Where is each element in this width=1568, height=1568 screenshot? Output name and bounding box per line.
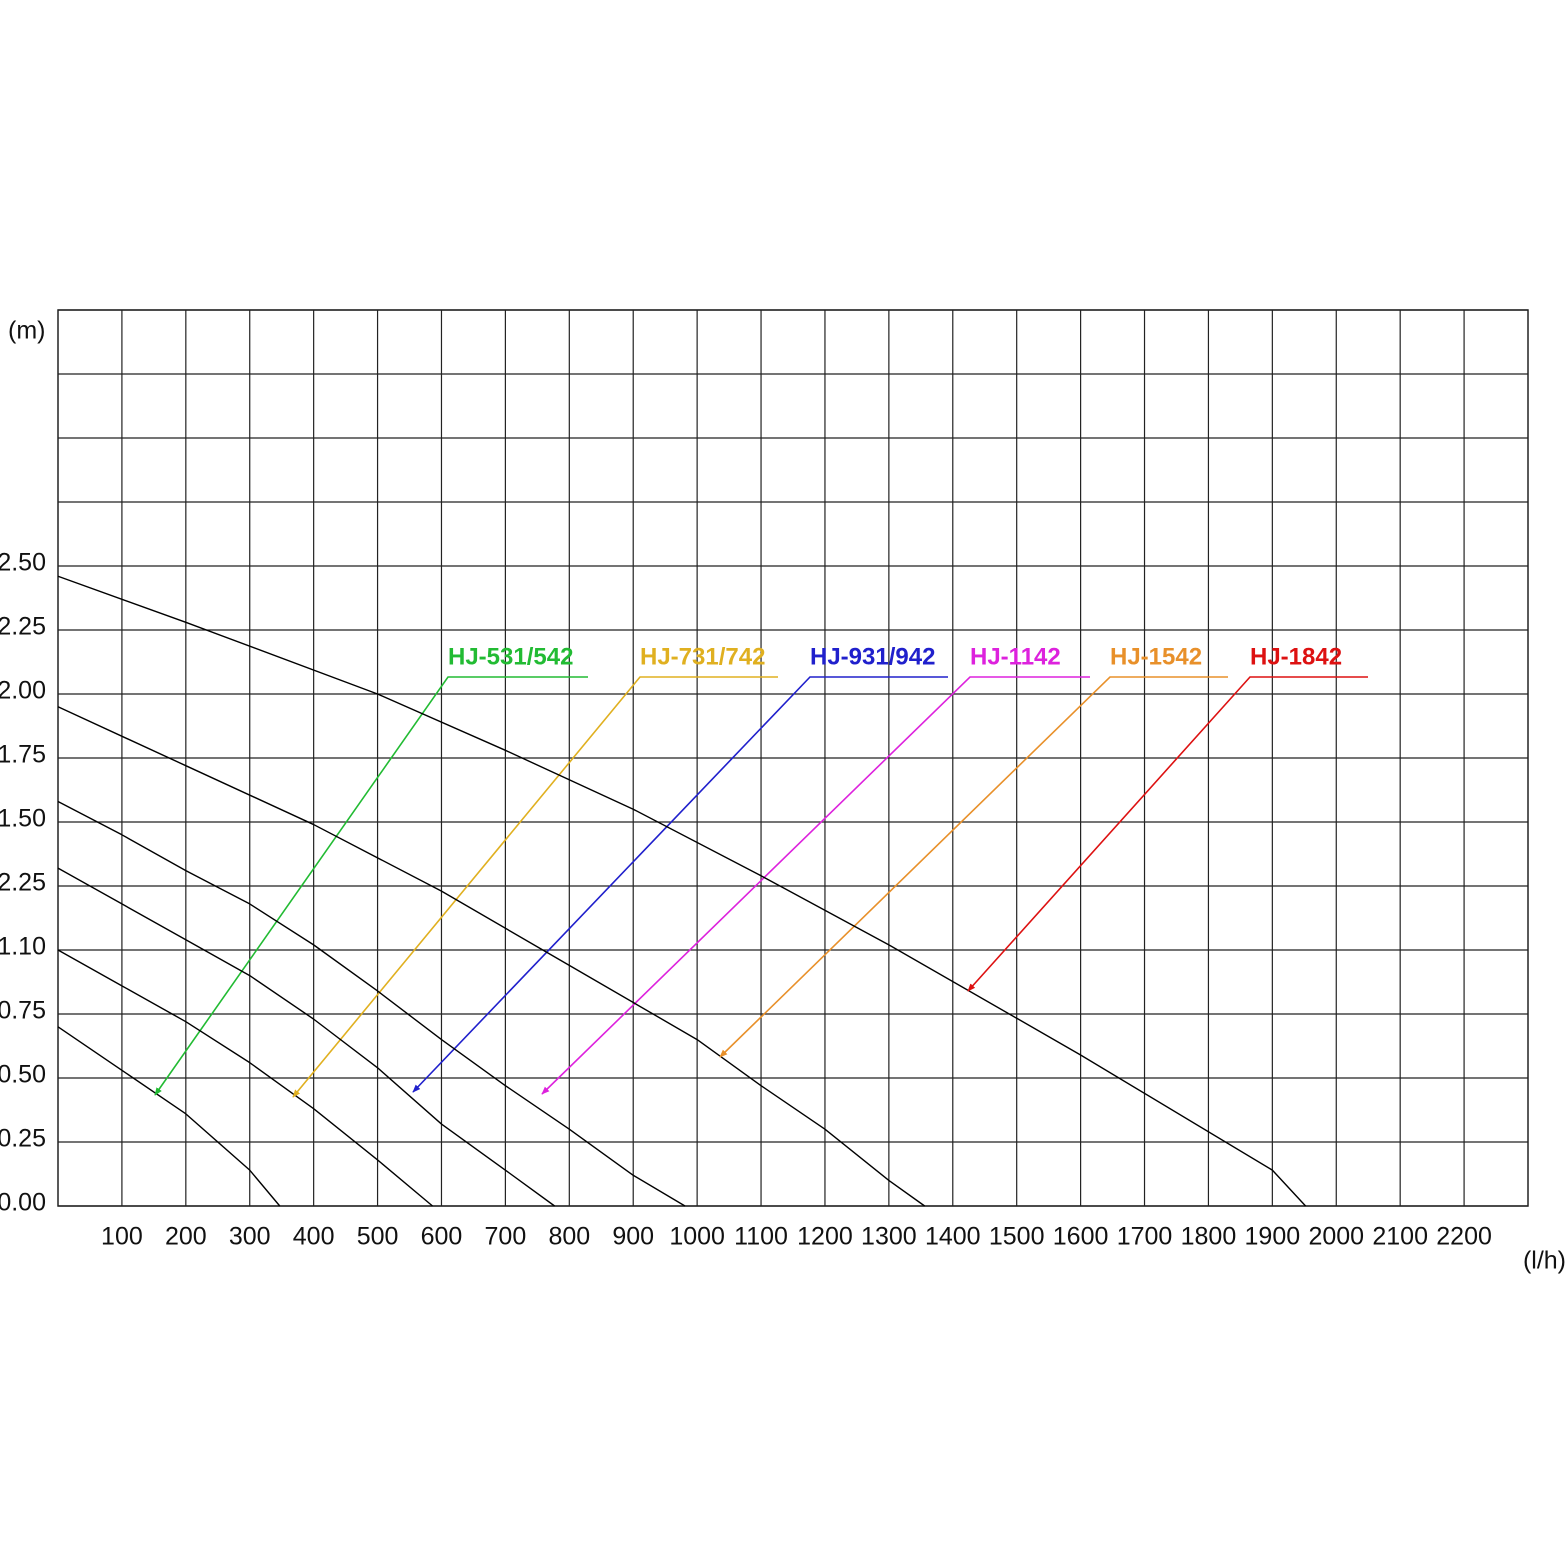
x-tick-label: 700 bbox=[485, 1223, 527, 1251]
legend-label: HJ-1842 bbox=[1250, 643, 1342, 670]
y-tick-label: 2.25 bbox=[0, 869, 46, 897]
legend-arrow bbox=[412, 676, 948, 1093]
x-tick-label: 500 bbox=[357, 1223, 399, 1251]
x-tick-label: 2000 bbox=[1308, 1223, 1364, 1251]
x-tick-label: 1600 bbox=[1053, 1223, 1109, 1251]
y-tick-label: 0.75 bbox=[0, 997, 46, 1025]
y-tick-label: 0.25 bbox=[0, 1125, 46, 1153]
y-tick-label: 0.00 bbox=[0, 1189, 46, 1217]
curve bbox=[57, 949, 433, 1207]
x-tick-label: 200 bbox=[165, 1223, 207, 1251]
x-tick-label: 1500 bbox=[989, 1223, 1045, 1251]
x-tick-label: 2200 bbox=[1436, 1223, 1492, 1251]
legend-arrow bbox=[292, 676, 778, 1098]
x-tick-label: 1100 bbox=[734, 1223, 788, 1251]
y-tick-label: 1.75 bbox=[0, 741, 46, 769]
legend-arrow bbox=[967, 676, 1368, 992]
y-tick-label: 2.00 bbox=[0, 677, 46, 705]
legend-label: HJ-531/542 bbox=[448, 643, 573, 670]
legend-label: HJ-1542 bbox=[1110, 643, 1202, 670]
x-axis-label: (l/h) bbox=[1523, 1247, 1566, 1275]
y-tick-label: 1.10 bbox=[0, 933, 46, 961]
curve bbox=[57, 867, 556, 1207]
curve bbox=[57, 575, 1307, 1207]
legend-label: HJ-931/942 bbox=[810, 643, 935, 670]
x-tick-label: 1000 bbox=[669, 1223, 725, 1251]
legend-arrow bbox=[154, 676, 588, 1096]
y-tick-label: 2.50 bbox=[0, 549, 46, 577]
x-tick-label: 1300 bbox=[861, 1223, 917, 1251]
legend-label: HJ-1142 bbox=[970, 643, 1061, 670]
x-tick-label: 1800 bbox=[1181, 1223, 1237, 1251]
y-tick-label: 1.50 bbox=[0, 805, 46, 833]
x-tick-label: 1400 bbox=[925, 1223, 981, 1251]
x-tick-label: 300 bbox=[229, 1223, 271, 1251]
curve bbox=[57, 706, 926, 1207]
y-axis-label: (m) bbox=[8, 317, 45, 345]
legend-arrow bbox=[541, 676, 1090, 1095]
x-tick-label: 600 bbox=[421, 1223, 463, 1251]
y-tick-label: 2.25 bbox=[0, 613, 46, 641]
y-tick-label: 0.50 bbox=[0, 1061, 46, 1089]
x-tick-label: 1900 bbox=[1245, 1223, 1301, 1251]
x-tick-label: 800 bbox=[548, 1223, 590, 1251]
x-tick-label: 1200 bbox=[797, 1223, 853, 1251]
legend-label: HJ-731/742 bbox=[640, 643, 765, 670]
x-tick-label: 100 bbox=[101, 1223, 143, 1251]
x-tick-label: 1700 bbox=[1117, 1223, 1173, 1251]
x-tick-label: 900 bbox=[612, 1223, 654, 1251]
legend-arrow bbox=[719, 676, 1228, 1058]
x-tick-label: 2100 bbox=[1372, 1223, 1428, 1251]
x-tick-label: 400 bbox=[293, 1223, 335, 1251]
curve bbox=[57, 800, 686, 1207]
curve bbox=[57, 1026, 281, 1207]
